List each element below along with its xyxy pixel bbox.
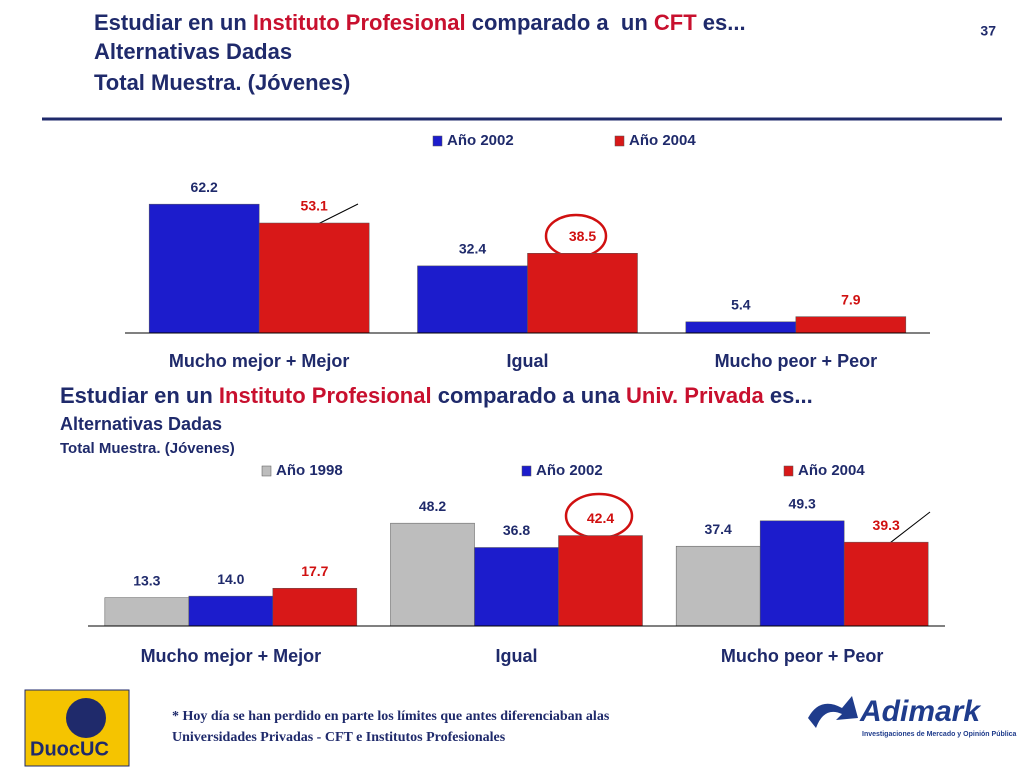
bar — [258, 222, 370, 334]
title-part: Instituto Profesional — [219, 383, 432, 408]
footnote: * Hoy día se han perdido en parte los lí… — [172, 709, 610, 724]
value-label: 17.7 — [301, 563, 328, 579]
value-label: 42.4 — [587, 510, 614, 526]
adimark-icon — [808, 696, 858, 728]
value-label: 14.0 — [217, 571, 244, 587]
bar — [795, 316, 907, 334]
value-label: 5.4 — [731, 297, 751, 313]
title-part: es... — [764, 383, 813, 408]
bar — [148, 203, 260, 334]
x-tick-label: Mucho mejor + Mejor — [169, 351, 350, 371]
value-label: 53.1 — [301, 198, 328, 214]
bar — [527, 253, 638, 334]
page-number: 37 — [980, 23, 996, 39]
value-label: 49.3 — [789, 496, 816, 512]
title-part: Estudiar en un — [60, 383, 219, 408]
value-label: 36.8 — [503, 522, 530, 538]
title-part: es... — [697, 10, 746, 35]
bar — [558, 535, 643, 627]
bar — [188, 595, 274, 627]
title-part: Univ. Privada — [626, 383, 765, 408]
chart-title: Estudiar en un Instituto Profesional com… — [94, 10, 746, 35]
x-tick-label: Mucho peor + Peor — [715, 351, 878, 371]
bar — [104, 597, 190, 627]
x-tick-label: Igual — [506, 351, 548, 371]
legend-label: Año 2002 — [447, 132, 514, 149]
value-label: 7.9 — [841, 291, 861, 307]
bar — [675, 545, 761, 627]
title-part: Estudiar en un — [94, 10, 253, 35]
value-label: 38.5 — [569, 228, 596, 244]
bar — [685, 321, 797, 334]
legend-label: Año 2004 — [798, 462, 865, 479]
chart-subtitle: Total Muestra. (Jóvenes) — [94, 70, 350, 95]
bar — [390, 522, 475, 627]
legend-label: Año 1998 — [276, 462, 343, 479]
x-tick-label: Mucho peor + Peor — [721, 646, 884, 666]
legend-label: Año 2002 — [536, 462, 603, 479]
value-label: 32.4 — [459, 241, 486, 257]
value-label: 62.2 — [191, 179, 218, 195]
logo-text: Adimark — [859, 695, 981, 728]
title-part: comparado a un — [466, 10, 654, 35]
title-part: Instituto Profesional — [253, 10, 466, 35]
bar — [759, 520, 845, 627]
chart-title: Estudiar en un Instituto Profesional com… — [60, 383, 813, 408]
value-label: 37.4 — [705, 521, 732, 537]
bar — [843, 541, 929, 627]
footnote: Universidades Privadas - CFT e Instituto… — [172, 730, 506, 745]
title-part: CFT — [654, 10, 697, 35]
bar — [272, 587, 358, 627]
x-tick-label: Igual — [495, 646, 537, 666]
value-label: 39.3 — [873, 517, 900, 533]
logo-text: DuocUC — [30, 738, 109, 760]
legend-swatch — [432, 135, 443, 147]
title-part: comparado a una — [432, 383, 626, 408]
legend-swatch — [261, 465, 272, 477]
bar — [474, 547, 559, 627]
chart-subtitle: Alternativas Dadas — [94, 39, 292, 64]
bar — [417, 265, 528, 334]
duoc-crest — [66, 698, 106, 738]
legend-label: Año 2004 — [629, 132, 696, 149]
logo-tagline: Investigaciones de Mercado y Opinión Púb… — [862, 731, 1017, 738]
legend-swatch — [521, 465, 532, 477]
chart-subtitle: Alternativas Dadas — [60, 414, 222, 434]
chart-subtitle: Total Muestra. (Jóvenes) — [60, 440, 235, 457]
legend-swatch — [614, 135, 625, 147]
legend-swatch — [783, 465, 794, 477]
value-label: 13.3 — [133, 572, 160, 588]
x-tick-label: Mucho mejor + Mejor — [141, 646, 322, 666]
callout-line — [885, 511, 931, 547]
value-label: 48.2 — [419, 498, 446, 514]
